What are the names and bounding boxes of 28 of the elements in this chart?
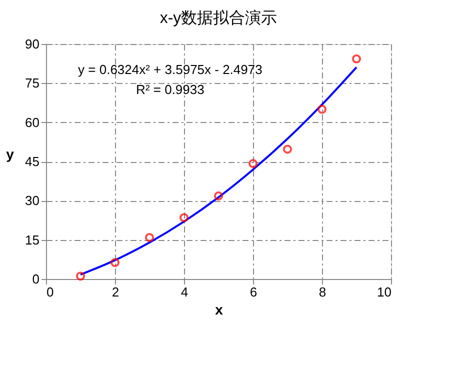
chart-title: x-y数据拟合演示 <box>160 9 278 27</box>
annotation: R² = 0.9933 <box>136 82 204 97</box>
y-tick-label: 60 <box>25 114 40 130</box>
y-tick-label: 30 <box>25 193 40 208</box>
point <box>179 213 189 222</box>
x-tick-label: 6 <box>250 284 258 300</box>
x-tick-label: 0 <box>46 284 54 300</box>
point <box>110 258 120 268</box>
y-tick-label: 75 <box>25 76 40 91</box>
point <box>214 191 224 200</box>
point <box>144 232 154 242</box>
annotation: y = 0.6324x² + 3.5975x - 2.4973 <box>78 62 262 77</box>
x-tick-label: 10 <box>377 284 392 300</box>
y-tick-label: 90 <box>25 36 40 52</box>
y-axis-title: y <box>6 146 14 162</box>
y-tick-label: 15 <box>25 232 40 248</box>
y-tick-label: 45 <box>25 154 40 169</box>
x-axis-title: x <box>215 302 224 318</box>
point <box>282 144 292 154</box>
point <box>76 272 86 281</box>
x-tick-label: 8 <box>318 284 326 300</box>
point <box>352 54 362 64</box>
y-tick-label: 0 <box>32 272 40 286</box>
x-tick-label: 2 <box>112 284 120 300</box>
x-tick-label: 4 <box>180 284 188 300</box>
point <box>317 104 327 114</box>
point <box>248 159 258 168</box>
line-series <box>80 66 358 276</box>
